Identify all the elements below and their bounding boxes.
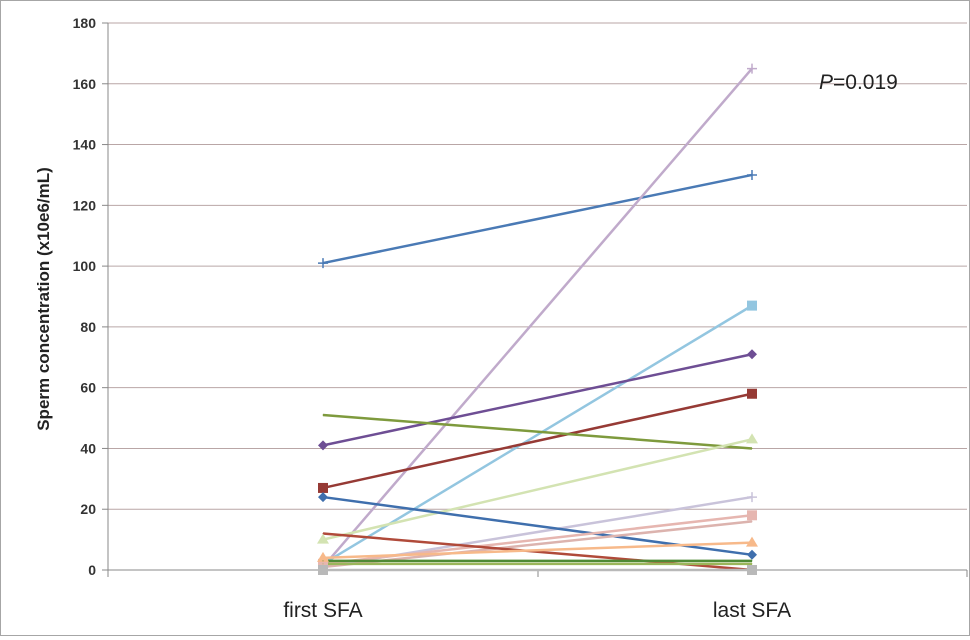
data-point-0-1: [747, 169, 757, 180]
series-line-5: [322, 413, 753, 450]
y-tick-label-20: 20: [80, 501, 96, 517]
data-point-14-0: [322, 563, 324, 565]
data-point-13-1: [751, 560, 753, 562]
series-line-6: [322, 438, 753, 541]
data-point-15-0: [318, 565, 328, 575]
data-point-12-1: [746, 536, 758, 547]
series-line-10: [322, 520, 753, 569]
y-tick-label-180: 180: [73, 15, 97, 31]
y-axis-label: Sperm concentration (x10e6/mL): [34, 167, 53, 431]
p-value-italic: P: [819, 71, 833, 94]
y-tick-label-160: 160: [73, 76, 97, 92]
x-category-labels: first SFA last SFA: [283, 599, 791, 622]
x-category-label-1: last SFA: [713, 599, 791, 622]
gridlines: [102, 22, 967, 571]
y-tick-label-140: 140: [73, 137, 97, 153]
data-point-15-1: [747, 565, 757, 575]
y-tick-label-0: 0: [88, 562, 96, 578]
series-line-3: [322, 353, 753, 447]
series-line-2: [322, 304, 753, 565]
data-point-7-1: [747, 492, 757, 503]
axes: [107, 23, 968, 577]
data-point-4-1: [747, 388, 757, 399]
data-point-11-0: [322, 533, 324, 535]
series-line-1: [322, 67, 753, 568]
data-point-3-0: [318, 440, 328, 451]
data-point-9-1: [747, 510, 757, 521]
data-point-13-0: [322, 560, 324, 562]
series-lines: [322, 67, 753, 572]
data-point-0-0: [318, 258, 328, 269]
series-line-0: [322, 173, 753, 265]
data-point-14-1: [751, 563, 753, 565]
data-point-8-1: [747, 549, 757, 560]
data-point-6-0: [317, 533, 329, 544]
series-line-4: [322, 392, 753, 490]
data-point-5-0: [322, 414, 324, 416]
data-point-10-1: [751, 520, 753, 522]
y-tick-label-100: 100: [73, 258, 97, 274]
p-value-annotation: P=0.019: [819, 71, 898, 94]
data-point-8-0: [318, 492, 328, 503]
data-point-5-1: [751, 447, 753, 449]
data-point-2-1: [747, 300, 757, 311]
data-point-4-0: [318, 482, 328, 493]
y-tick-label-120: 120: [73, 197, 97, 213]
data-point-1-1: [747, 63, 757, 74]
series-markers: [317, 63, 758, 575]
data-point-12-0: [317, 551, 329, 562]
y-tick-label-40: 40: [80, 440, 96, 456]
series-line-12: [322, 541, 753, 560]
data-point-3-1: [747, 349, 757, 360]
p-value-text: =0.019: [833, 71, 898, 94]
data-point-6-1: [746, 433, 758, 444]
x-category-label-0: first SFA: [283, 599, 362, 622]
y-tick-label-80: 80: [80, 319, 96, 335]
y-tick-labels: 0 20 40 60 80 100 120 140 160 180: [73, 15, 97, 578]
y-tick-label-60: 60: [80, 380, 96, 396]
